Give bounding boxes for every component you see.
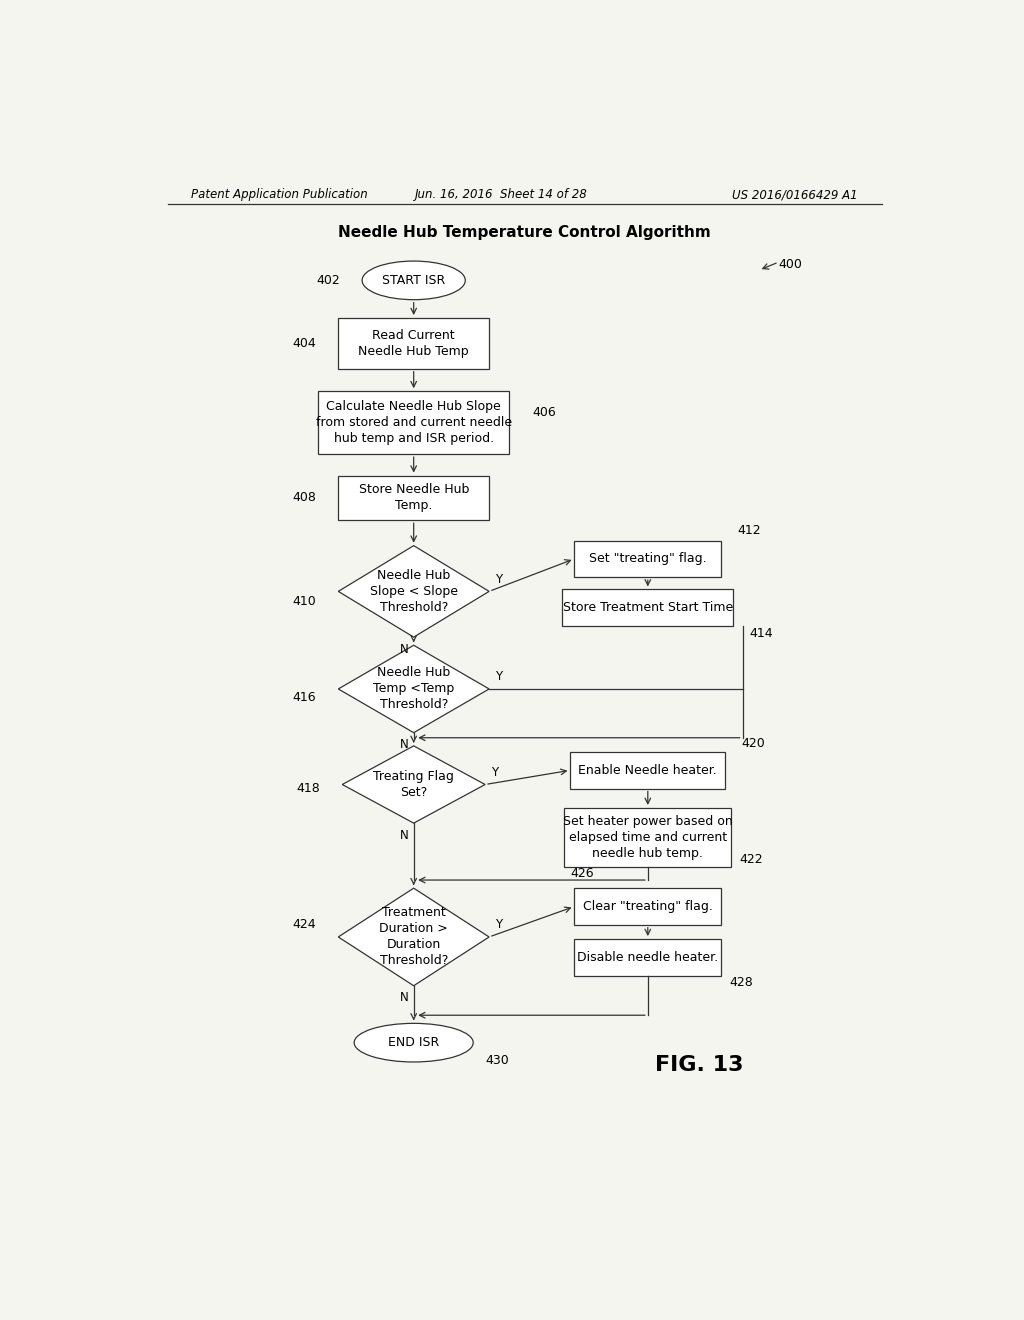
Text: N: N: [399, 991, 409, 1005]
Text: Set heater power based on
elapsed time and current
needle hub temp.: Set heater power based on elapsed time a…: [563, 814, 733, 859]
Polygon shape: [338, 545, 489, 638]
Text: Read Current
Needle Hub Temp: Read Current Needle Hub Temp: [358, 329, 469, 358]
Text: Disable needle heater.: Disable needle heater.: [578, 950, 719, 964]
Text: N: N: [399, 643, 409, 656]
Polygon shape: [338, 645, 489, 733]
Text: END ISR: END ISR: [388, 1036, 439, 1049]
Text: 426: 426: [570, 867, 594, 880]
Text: Needle Hub
Temp <Temp
Threshold?: Needle Hub Temp <Temp Threshold?: [373, 667, 455, 711]
Text: Set "treating" flag.: Set "treating" flag.: [589, 552, 707, 565]
Text: US 2016/0166429 A1: US 2016/0166429 A1: [732, 189, 858, 202]
Text: FIG. 13: FIG. 13: [655, 1055, 743, 1074]
Text: 404: 404: [292, 337, 316, 350]
Text: Store Needle Hub
Temp.: Store Needle Hub Temp.: [358, 483, 469, 512]
Text: Jun. 16, 2016  Sheet 14 of 28: Jun. 16, 2016 Sheet 14 of 28: [415, 189, 588, 202]
Text: 418: 418: [296, 781, 321, 795]
Text: 400: 400: [778, 257, 803, 271]
Text: 406: 406: [532, 407, 556, 418]
Ellipse shape: [362, 261, 465, 300]
FancyBboxPatch shape: [574, 888, 721, 925]
Polygon shape: [342, 746, 485, 824]
Text: 414: 414: [749, 627, 773, 640]
FancyBboxPatch shape: [574, 939, 721, 975]
FancyBboxPatch shape: [318, 391, 509, 454]
Text: 412: 412: [737, 524, 761, 537]
Text: Y: Y: [492, 766, 499, 779]
Text: Store Treatment Start Time: Store Treatment Start Time: [562, 601, 733, 614]
Text: N: N: [399, 738, 409, 751]
Text: Patent Application Publication: Patent Application Publication: [191, 189, 369, 202]
Text: 422: 422: [739, 853, 763, 866]
Text: 428: 428: [729, 977, 753, 989]
Text: Treating Flag
Set?: Treating Flag Set?: [374, 770, 454, 799]
Text: Y: Y: [495, 573, 502, 586]
Text: Needle Hub Temperature Control Algorithm: Needle Hub Temperature Control Algorithm: [338, 226, 712, 240]
Text: Calculate Needle Hub Slope
from stored and current needle
hub temp and ISR perio: Calculate Needle Hub Slope from stored a…: [315, 400, 512, 445]
Text: 424: 424: [293, 919, 316, 932]
Text: 410: 410: [292, 595, 316, 609]
FancyBboxPatch shape: [570, 752, 725, 788]
Text: Clear "treating" flag.: Clear "treating" flag.: [583, 900, 713, 913]
Text: Enable Needle heater.: Enable Needle heater.: [579, 764, 717, 776]
Ellipse shape: [354, 1023, 473, 1063]
Text: 408: 408: [292, 491, 316, 504]
Text: 430: 430: [485, 1055, 509, 1068]
Text: 420: 420: [741, 738, 765, 750]
FancyBboxPatch shape: [564, 808, 731, 867]
Text: 416: 416: [293, 690, 316, 704]
FancyBboxPatch shape: [562, 589, 733, 626]
FancyBboxPatch shape: [338, 475, 489, 520]
Text: N: N: [399, 829, 409, 842]
Text: Treatment
Duration >
Duration
Threshold?: Treatment Duration > Duration Threshold?: [379, 907, 449, 968]
FancyBboxPatch shape: [338, 318, 489, 368]
FancyBboxPatch shape: [574, 541, 721, 577]
Text: 402: 402: [316, 273, 340, 286]
Text: Y: Y: [495, 919, 502, 932]
Text: Needle Hub
Slope < Slope
Threshold?: Needle Hub Slope < Slope Threshold?: [370, 569, 458, 614]
Text: Y: Y: [495, 671, 502, 684]
Text: START ISR: START ISR: [382, 273, 445, 286]
Polygon shape: [338, 888, 489, 986]
